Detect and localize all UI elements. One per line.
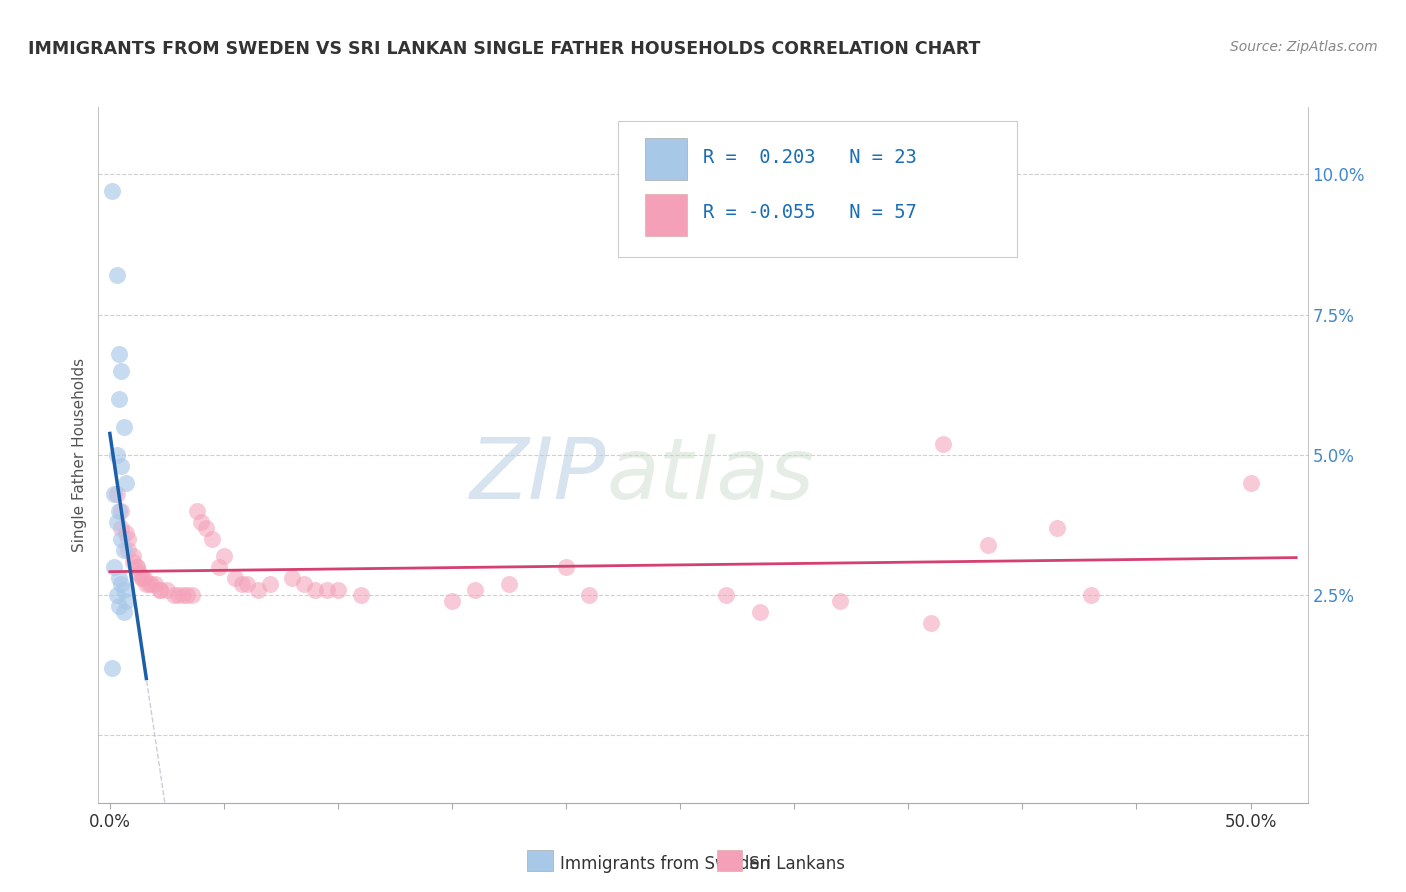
Point — [131, 571, 153, 585]
Point — [112, 420, 135, 434]
Point — [132, 571, 155, 585]
Point — [555, 560, 578, 574]
Point — [101, 184, 124, 198]
Point — [441, 594, 464, 608]
Point — [714, 588, 737, 602]
Point — [149, 582, 172, 597]
Point — [114, 475, 136, 490]
Point — [103, 487, 125, 501]
Point — [149, 582, 172, 597]
Point — [117, 532, 139, 546]
Point — [315, 582, 337, 597]
Point — [139, 577, 162, 591]
FancyBboxPatch shape — [645, 194, 688, 235]
Point — [110, 532, 132, 546]
Point — [464, 582, 486, 597]
Point — [110, 577, 132, 591]
Point — [212, 549, 235, 563]
Point — [208, 560, 231, 574]
Point — [135, 577, 157, 591]
Point — [1239, 475, 1261, 490]
Point — [117, 543, 139, 558]
Point — [224, 571, 246, 585]
Point — [108, 392, 131, 406]
Point — [828, 594, 851, 608]
Point — [326, 582, 349, 597]
FancyBboxPatch shape — [645, 138, 688, 180]
Point — [498, 577, 520, 591]
FancyBboxPatch shape — [619, 121, 1018, 257]
Point — [194, 521, 217, 535]
Point — [235, 577, 257, 591]
Point — [121, 549, 143, 563]
Point — [1080, 588, 1102, 602]
Point — [145, 577, 167, 591]
Point — [108, 347, 131, 361]
Point — [931, 436, 953, 450]
Point — [105, 487, 128, 501]
Point — [105, 588, 128, 602]
Point — [108, 504, 131, 518]
Point — [112, 543, 135, 558]
Point — [114, 594, 136, 608]
Point — [190, 515, 212, 529]
Point — [127, 560, 149, 574]
Text: R =  0.203   N = 23: R = 0.203 N = 23 — [703, 148, 917, 167]
Point — [127, 560, 149, 574]
Point — [176, 588, 198, 602]
Point — [105, 515, 128, 529]
Point — [350, 588, 373, 602]
Text: Sri Lankans: Sri Lankans — [749, 855, 845, 873]
Point — [103, 560, 125, 574]
Text: Source: ZipAtlas.com: Source: ZipAtlas.com — [1230, 40, 1378, 54]
Y-axis label: Single Father Households: Single Father Households — [72, 358, 87, 552]
Text: IMMIGRANTS FROM SWEDEN VS SRI LANKAN SINGLE FATHER HOUSEHOLDS CORRELATION CHART: IMMIGRANTS FROM SWEDEN VS SRI LANKAN SIN… — [28, 40, 980, 58]
Point — [105, 268, 128, 283]
Text: atlas: atlas — [606, 434, 814, 517]
Point — [110, 504, 132, 518]
Point — [121, 555, 143, 569]
Point — [292, 577, 315, 591]
Point — [578, 588, 600, 602]
Point — [1046, 521, 1069, 535]
Point — [231, 577, 253, 591]
Point — [281, 571, 304, 585]
Text: R = -0.055   N = 57: R = -0.055 N = 57 — [703, 203, 917, 222]
Point — [105, 448, 128, 462]
Point — [138, 577, 160, 591]
Point — [131, 571, 153, 585]
Point — [108, 599, 131, 614]
Point — [920, 616, 942, 631]
Point — [186, 504, 208, 518]
Point — [247, 582, 270, 597]
Point — [201, 532, 224, 546]
Point — [977, 538, 1000, 552]
Point — [172, 588, 194, 602]
Point — [259, 577, 281, 591]
Point — [156, 582, 179, 597]
Point — [110, 459, 132, 474]
Point — [163, 588, 186, 602]
Point — [112, 605, 135, 619]
Point — [304, 582, 326, 597]
Point — [181, 588, 204, 602]
Point — [749, 605, 772, 619]
Point — [101, 661, 124, 675]
Point — [110, 364, 132, 378]
Point — [167, 588, 190, 602]
Point — [110, 521, 132, 535]
Point — [112, 582, 135, 597]
Text: ZIP: ZIP — [470, 434, 606, 517]
Point — [128, 566, 150, 580]
Text: Immigrants from Sweden: Immigrants from Sweden — [560, 855, 769, 873]
Point — [114, 526, 136, 541]
Point — [108, 571, 131, 585]
